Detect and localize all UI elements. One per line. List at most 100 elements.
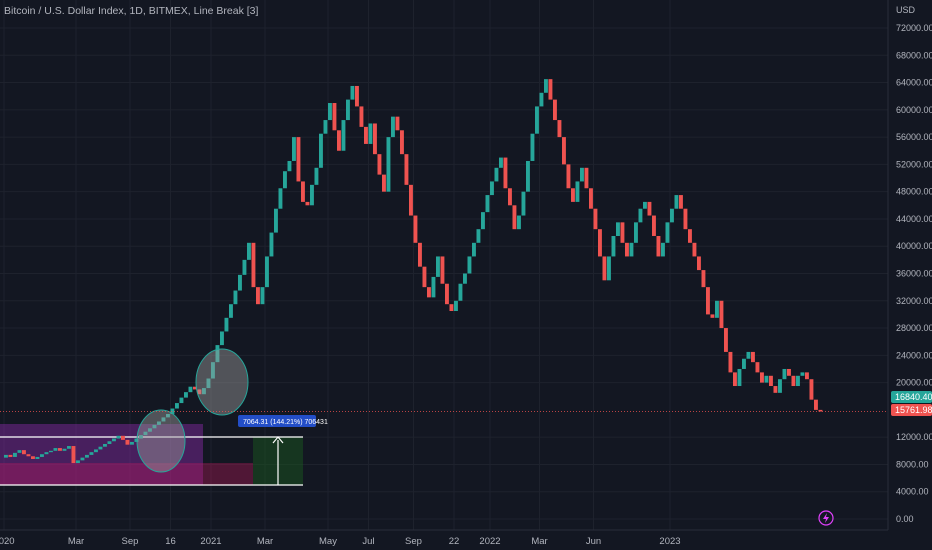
up-brick	[607, 256, 611, 281]
up-brick	[544, 79, 548, 93]
x-tick-labels: 2020 Mar Sep 16 2021 Mar May Jul Sep 22 2022 Mar Jun…	[0, 536, 681, 547]
up-brick	[224, 317, 229, 332]
up-brick	[611, 235, 616, 257]
down-brick	[364, 126, 368, 144]
purple-zone-rectangle[interactable]	[0, 424, 203, 485]
up-brick	[319, 133, 323, 168]
up-brick	[85, 454, 89, 458]
up-brick	[800, 372, 805, 376]
y-tick-label: 40000.00	[896, 241, 932, 251]
down-brick	[706, 287, 710, 315]
down-brick	[814, 399, 818, 410]
up-brick	[539, 92, 544, 107]
down-brick	[557, 120, 562, 138]
up-brick	[778, 379, 782, 393]
x-tick-label: Mar	[257, 536, 273, 547]
down-brick	[562, 137, 566, 165]
up-brick	[431, 276, 436, 298]
chart-title: Bitcoin / U.S. Dollar Index, 1D, BITMEX,…	[4, 5, 259, 17]
down-brick	[377, 154, 382, 175]
alert-icon[interactable]	[818, 510, 834, 526]
y-tick-label: 28000.00	[896, 323, 932, 333]
down-brick	[400, 130, 404, 155]
up-brick	[616, 222, 620, 236]
down-brick	[296, 137, 301, 182]
current-price-label: 16840.40	[895, 392, 932, 402]
up-brick	[643, 201, 647, 209]
up-brick	[472, 242, 476, 257]
y-tick-label: 4000.00	[896, 487, 929, 497]
up-brick	[175, 403, 179, 409]
x-tick-label: Jul	[362, 536, 374, 547]
up-brick	[350, 85, 355, 100]
down-brick	[359, 106, 364, 127]
down-brick	[26, 454, 31, 457]
down-brick	[8, 454, 13, 457]
measure-tooltip-bg	[238, 415, 316, 427]
down-brick	[755, 362, 760, 373]
x-tick-label: Sep	[122, 536, 139, 547]
up-brick	[247, 242, 251, 260]
up-brick	[737, 368, 742, 387]
up-brick	[211, 362, 215, 379]
down-brick	[256, 287, 260, 305]
price-axis[interactable]	[888, 0, 932, 550]
up-brick	[715, 300, 719, 318]
up-brick	[463, 273, 467, 284]
down-brick	[449, 304, 454, 312]
highlight-ellipse-right[interactable]	[195, 348, 249, 416]
y-tick-label: 48000.00	[896, 187, 932, 197]
up-brick	[782, 368, 787, 380]
down-brick	[701, 270, 706, 288]
alert-icon-ring	[818, 510, 834, 526]
up-brick	[220, 331, 224, 346]
up-brick	[580, 167, 584, 182]
y-tick-label: 68000.00	[896, 50, 932, 60]
up-brick	[499, 157, 503, 168]
last-price-tag: 15761.98	[891, 404, 932, 416]
up-brick	[89, 452, 94, 455]
up-brick	[323, 120, 328, 134]
down-brick	[382, 174, 386, 192]
down-brick	[445, 283, 449, 305]
down-brick	[787, 368, 791, 376]
y-tick-label: 36000.00	[896, 269, 932, 279]
down-brick	[31, 456, 35, 459]
down-brick	[566, 164, 571, 189]
up-brick	[386, 137, 391, 192]
up-brick	[292, 137, 296, 161]
up-brick	[76, 460, 80, 464]
highlight-ellipse-left[interactable]	[136, 409, 186, 473]
up-brick	[206, 378, 211, 389]
up-brick	[481, 212, 485, 230]
up-brick	[314, 167, 319, 185]
down-brick	[733, 372, 737, 387]
down-brick	[413, 215, 418, 243]
up-brick	[458, 283, 463, 301]
up-brick	[274, 208, 278, 233]
last-price-bg	[891, 404, 932, 416]
up-brick	[476, 229, 481, 243]
up-brick	[161, 417, 166, 422]
y-tick-label: 60000.00	[896, 105, 932, 115]
x-tick-label: 2021	[200, 536, 221, 547]
down-brick	[625, 242, 629, 257]
up-brick	[341, 120, 346, 151]
down-brick	[593, 208, 598, 230]
down-brick	[125, 439, 130, 445]
down-brick	[355, 85, 359, 107]
down-brick	[22, 450, 26, 455]
pink-zone-rectangle[interactable]	[0, 463, 253, 485]
down-brick	[584, 167, 589, 189]
down-brick	[373, 123, 377, 155]
down-brick	[769, 375, 773, 387]
up-brick	[62, 448, 67, 451]
up-brick	[575, 181, 580, 202]
down-brick	[589, 188, 593, 209]
last-price-label: 15761.98	[895, 405, 932, 415]
up-brick	[517, 215, 521, 230]
up-brick	[157, 421, 161, 425]
down-brick	[197, 389, 202, 395]
up-brick	[535, 106, 539, 134]
